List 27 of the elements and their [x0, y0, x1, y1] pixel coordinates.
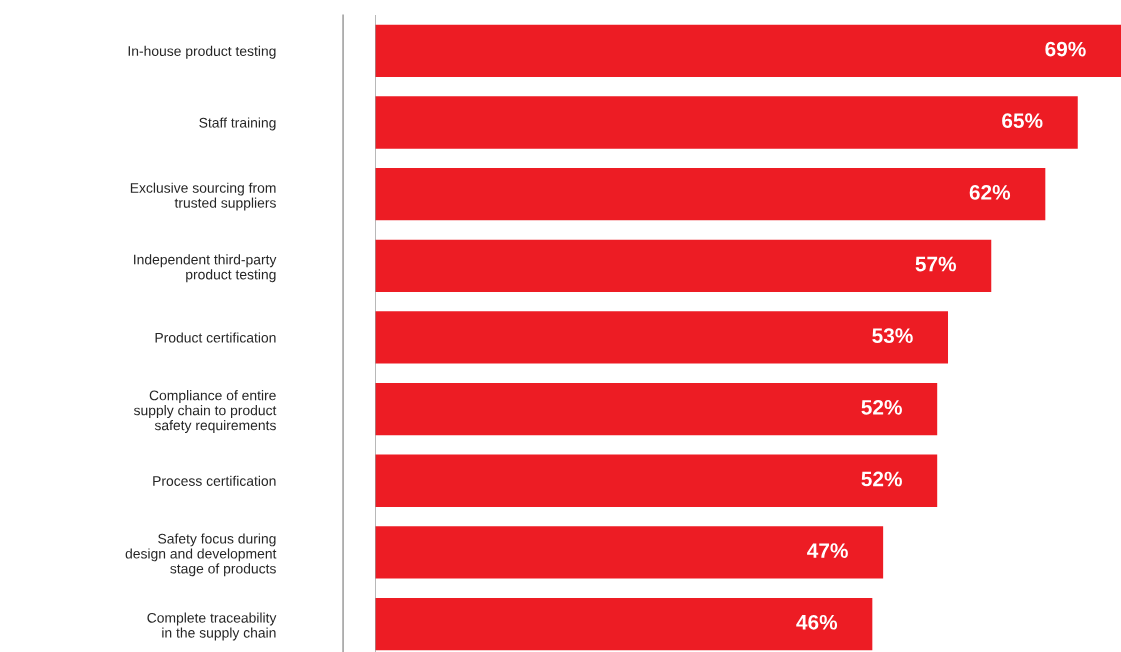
- data-label: 62%: [969, 184, 1011, 200]
- data-label: 46%: [796, 614, 838, 630]
- bar: [375, 454, 938, 507]
- data-label: 53%: [872, 328, 913, 344]
- bar: [375, 526, 884, 579]
- y-tick-label: Staff training: [199, 117, 276, 131]
- y-tick-label: Compliance of entire supply chain to product safety requirements: [133, 390, 277, 433]
- y-tick-label: Complete traceability in the supply chain: [147, 612, 277, 641]
- bar: [375, 311, 949, 364]
- y-tick-label: In-house product testing: [128, 45, 276, 59]
- data-label: 52%: [861, 399, 902, 415]
- data-label: 69%: [1045, 41, 1086, 57]
- data-label: 52%: [861, 471, 902, 487]
- bar: [375, 24, 1121, 77]
- data-label: 47%: [807, 543, 848, 558]
- bar: [375, 597, 873, 651]
- bar: [375, 382, 938, 436]
- y-tick-label: Independent third-party product testing: [134, 254, 277, 283]
- y-tick-label: Process certification: [153, 475, 276, 486]
- bar: [375, 239, 992, 292]
- y-tick-label: Product certification: [155, 332, 276, 343]
- data-label: 57%: [915, 256, 957, 272]
- y-tick-label: Safety focus during design and development stage of products: [125, 533, 277, 577]
- y-tick-label: Exclusive sourcing from trusted suppliers: [130, 182, 276, 211]
- bar: [375, 96, 1078, 149]
- bar: [375, 167, 1046, 221]
- data-label: 65%: [1002, 113, 1043, 129]
